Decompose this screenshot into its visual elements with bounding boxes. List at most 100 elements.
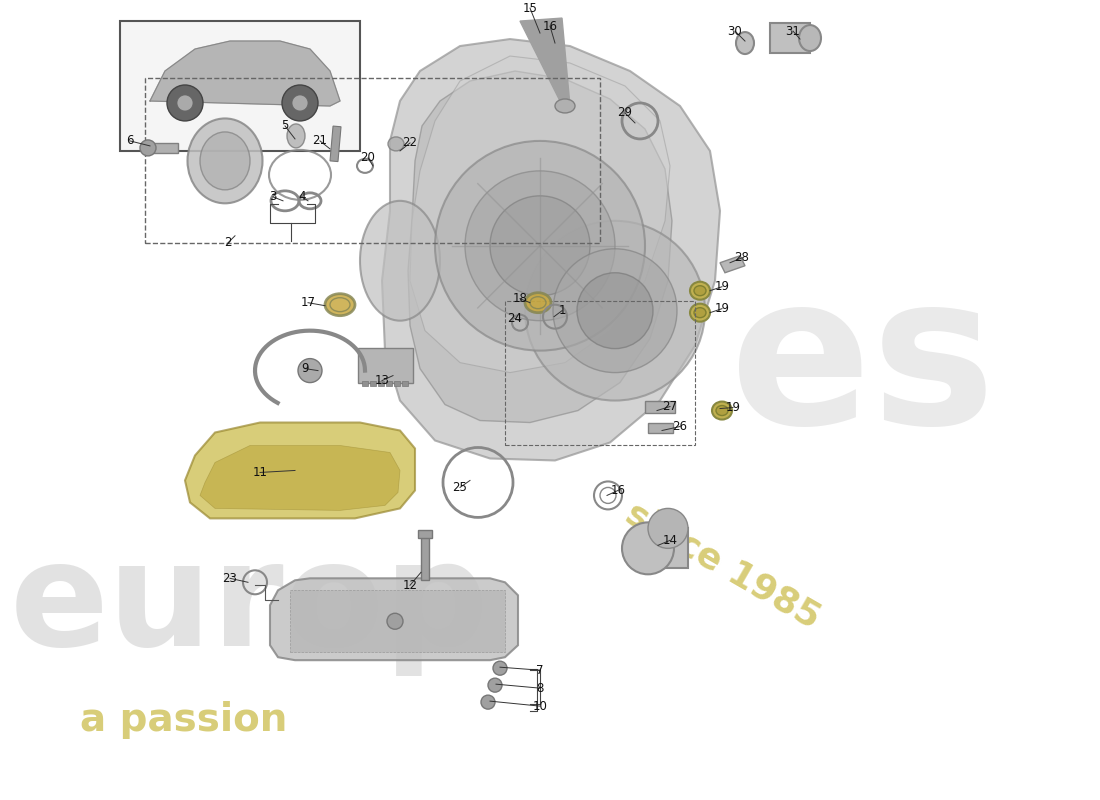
Ellipse shape <box>694 308 706 318</box>
Bar <box>770 23 810 53</box>
Text: 10: 10 <box>532 700 548 713</box>
Ellipse shape <box>200 132 250 190</box>
Bar <box>378 381 384 386</box>
Circle shape <box>525 221 705 401</box>
Bar <box>290 590 505 652</box>
Text: 29: 29 <box>617 106 632 119</box>
Text: 6: 6 <box>126 134 134 147</box>
Text: es: es <box>730 265 996 466</box>
Polygon shape <box>382 39 720 461</box>
Bar <box>394 381 400 386</box>
Ellipse shape <box>712 402 732 419</box>
Text: 19: 19 <box>715 302 729 315</box>
Bar <box>648 422 673 433</box>
Text: 19: 19 <box>726 401 740 414</box>
Text: 16: 16 <box>610 484 626 497</box>
Ellipse shape <box>736 32 754 54</box>
Polygon shape <box>720 256 745 273</box>
Text: 3: 3 <box>270 190 277 203</box>
Bar <box>370 381 376 386</box>
Text: 12: 12 <box>403 578 418 592</box>
Circle shape <box>167 85 204 121</box>
Ellipse shape <box>799 25 821 51</box>
Text: 24: 24 <box>507 312 522 325</box>
Circle shape <box>387 614 403 630</box>
Circle shape <box>481 695 495 709</box>
Circle shape <box>490 196 590 296</box>
Circle shape <box>621 522 674 574</box>
Text: 4: 4 <box>298 190 306 203</box>
Circle shape <box>140 140 156 156</box>
Ellipse shape <box>690 304 710 322</box>
Text: europ: europ <box>10 534 490 676</box>
Polygon shape <box>408 71 672 422</box>
Text: 22: 22 <box>403 137 418 150</box>
Bar <box>421 535 429 580</box>
Circle shape <box>298 358 322 382</box>
Circle shape <box>282 85 318 121</box>
Circle shape <box>578 273 653 349</box>
Ellipse shape <box>525 293 551 313</box>
Text: 28: 28 <box>735 251 749 264</box>
Circle shape <box>434 141 645 350</box>
Text: 23: 23 <box>222 572 238 585</box>
Ellipse shape <box>694 286 706 296</box>
Bar <box>386 381 392 386</box>
Bar <box>362 381 369 386</box>
Text: 7: 7 <box>537 664 543 677</box>
Text: 17: 17 <box>300 296 316 309</box>
Text: 16: 16 <box>542 19 558 33</box>
Bar <box>145 78 600 242</box>
Text: 30: 30 <box>727 25 742 38</box>
Text: 9: 9 <box>301 362 309 375</box>
Text: 18: 18 <box>513 292 527 305</box>
Text: since 1985: since 1985 <box>620 496 826 634</box>
Circle shape <box>493 661 507 675</box>
Text: 2: 2 <box>224 236 232 250</box>
Bar <box>330 126 341 162</box>
Circle shape <box>488 678 502 692</box>
Text: 13: 13 <box>375 374 389 387</box>
Circle shape <box>648 509 688 548</box>
Polygon shape <box>520 18 570 106</box>
Text: 5: 5 <box>282 119 288 133</box>
Circle shape <box>465 171 615 321</box>
Polygon shape <box>270 578 518 660</box>
Text: a passion: a passion <box>80 701 287 739</box>
Circle shape <box>292 95 308 111</box>
Ellipse shape <box>716 406 728 415</box>
Ellipse shape <box>360 201 440 321</box>
Text: 21: 21 <box>312 134 328 147</box>
Text: 27: 27 <box>662 400 678 413</box>
Text: 20: 20 <box>361 151 375 164</box>
Circle shape <box>177 95 192 111</box>
Text: 19: 19 <box>715 280 729 294</box>
Text: 14: 14 <box>662 534 678 547</box>
Ellipse shape <box>388 137 404 151</box>
Text: 1: 1 <box>558 304 565 317</box>
Ellipse shape <box>324 294 355 316</box>
Polygon shape <box>410 56 670 373</box>
Polygon shape <box>185 422 415 518</box>
Bar <box>418 530 432 538</box>
Ellipse shape <box>556 99 575 113</box>
Text: 26: 26 <box>672 420 688 433</box>
Text: 11: 11 <box>253 466 267 479</box>
Bar <box>402 381 408 386</box>
Text: 31: 31 <box>785 25 801 38</box>
Ellipse shape <box>287 124 305 148</box>
Text: 25: 25 <box>452 481 468 494</box>
Bar <box>645 401 675 413</box>
Text: 8: 8 <box>537 682 543 694</box>
Ellipse shape <box>187 118 263 203</box>
Polygon shape <box>200 446 400 510</box>
Polygon shape <box>150 41 340 106</box>
Circle shape <box>553 249 676 373</box>
Bar <box>358 348 412 382</box>
Bar <box>648 528 688 568</box>
Bar <box>120 21 360 151</box>
Bar <box>148 143 178 153</box>
Bar <box>505 301 695 446</box>
Text: 15: 15 <box>522 2 538 14</box>
Ellipse shape <box>690 282 710 300</box>
